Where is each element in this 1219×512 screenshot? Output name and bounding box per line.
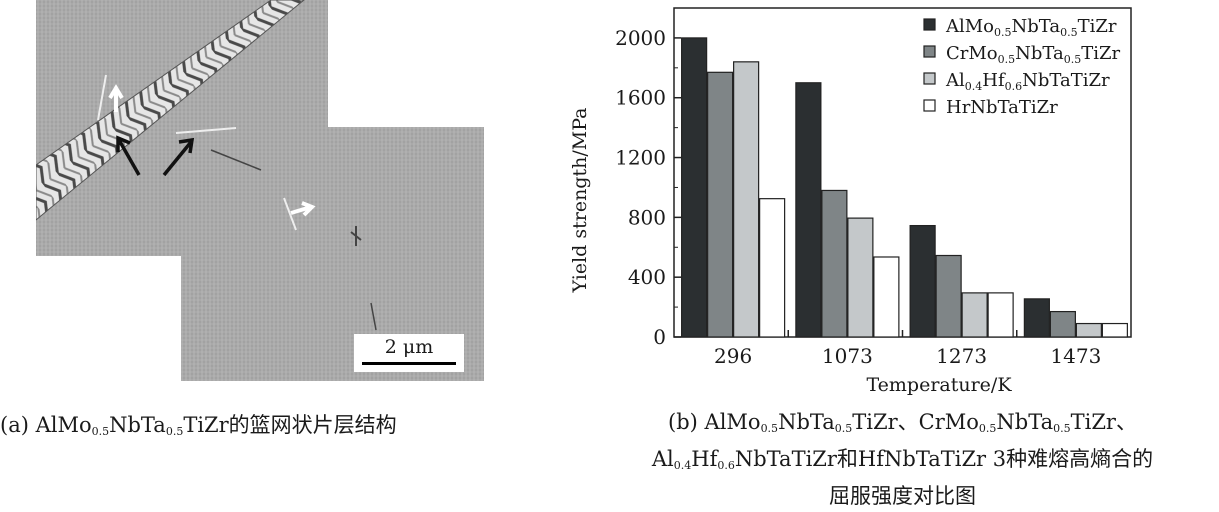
- legend-swatch: [923, 45, 936, 58]
- black-arrow-icon: [162, 137, 195, 177]
- bar: [681, 37, 708, 338]
- caption-b: (b) AlMo0.5NbTa0.5TiZr、CrMo0.5NbTa0.5TiZ…: [586, 407, 1219, 512]
- bar: [759, 198, 786, 338]
- legend-label: AlMo0.5NbTa0.5TiZr: [945, 16, 1117, 39]
- bar: [987, 292, 1014, 338]
- white-arrow-icon: [108, 84, 124, 112]
- legend-swatch: [923, 72, 936, 85]
- bar: [935, 254, 962, 338]
- caption-a: (a) AlMo0.5NbTa0.5TiZr的篮网状片层结构: [0, 413, 397, 438]
- legend-label: CrMo0.5NbTa0.5TiZr: [946, 43, 1121, 66]
- caption-b-line-1: (b) AlMo0.5NbTa0.5TiZr、CrMo0.5NbTa0.5TiZ…: [668, 410, 1137, 435]
- y-axis-title: Yield strength/MPa: [569, 108, 591, 294]
- legend-swatch: [923, 18, 936, 31]
- micrograph-image: [36, 0, 484, 381]
- bar: [1049, 310, 1076, 338]
- y-tick-label: 2000: [615, 26, 666, 50]
- y-tick-label: 1600: [615, 86, 666, 110]
- x-tick-label: 296: [714, 344, 752, 368]
- bar: [961, 292, 988, 338]
- y-tick-label: 400: [628, 265, 666, 289]
- bar: [847, 217, 874, 338]
- legend-swatch: [923, 99, 936, 112]
- bar: [795, 82, 822, 338]
- scale-bar-label: 2 μm: [384, 336, 434, 358]
- bar: [873, 256, 900, 338]
- black-arrow-icon: [116, 135, 141, 176]
- x-tick-label: 1073: [822, 344, 873, 368]
- bar: [1023, 298, 1050, 338]
- bar: [1101, 322, 1128, 338]
- legend-label: HrNbTaTiZr: [946, 97, 1058, 118]
- x-tick-label: 1273: [936, 344, 987, 368]
- caption-b-line-3: 屈服强度对比图: [829, 484, 976, 508]
- y-tick-label: 0: [653, 325, 666, 349]
- bar: [707, 71, 734, 338]
- bar: [821, 189, 848, 338]
- y-tick-label: 1200: [615, 146, 666, 170]
- x-axis-title: Temperature/K: [866, 374, 1012, 396]
- white-arrow-icon: [290, 201, 316, 217]
- scale-bar: [362, 362, 456, 365]
- caption-b-line-2: Al0.4Hf0.6NbTaTiZr和HfNbTaTiZr 3种难熔高熵合的: [651, 447, 1154, 472]
- x-tick-label: 1473: [1050, 344, 1101, 368]
- y-tick-label: 800: [628, 205, 666, 229]
- bar: [733, 61, 760, 338]
- scale-bar-background: [354, 334, 464, 372]
- yield-strength-chart: 0 400 800 1200 1600 2000 296 1073 1273 1473 AlMo…: [569, 7, 1132, 396]
- legend-label: Al0.4Hf0.6NbTaTiZr: [945, 70, 1110, 93]
- bar: [909, 224, 936, 338]
- bar: [1075, 322, 1102, 338]
